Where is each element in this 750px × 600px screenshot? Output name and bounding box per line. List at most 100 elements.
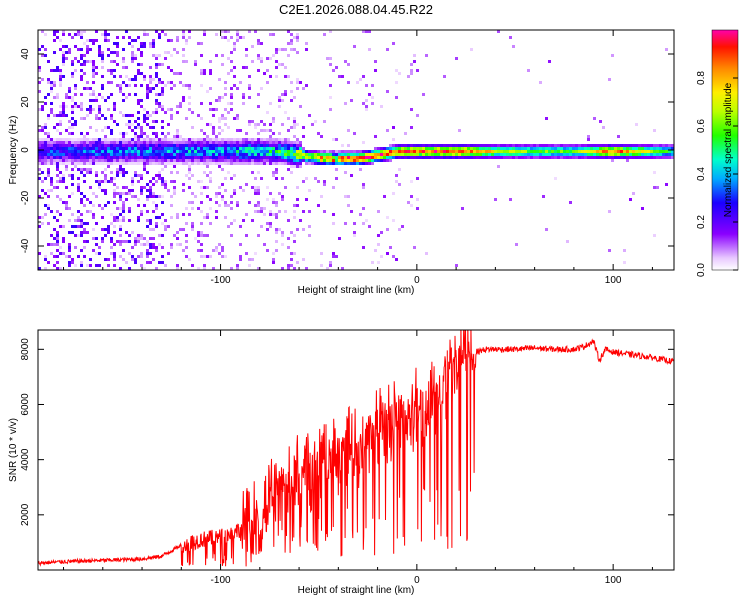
heatmap-cell bbox=[107, 144, 110, 147]
heatmap-cell bbox=[500, 153, 503, 156]
heatmap-cell bbox=[71, 132, 74, 135]
heatmap-cell bbox=[53, 159, 56, 162]
heatmap-cell bbox=[122, 210, 125, 213]
heatmap-cell bbox=[89, 138, 92, 141]
heatmap-cell bbox=[104, 39, 107, 42]
heatmap-cell bbox=[62, 237, 65, 240]
heatmap-cell bbox=[47, 171, 50, 174]
heatmap-cell bbox=[515, 150, 518, 153]
heatmap-cell bbox=[353, 159, 356, 162]
heatmap-cell bbox=[611, 147, 614, 150]
heatmap-cell bbox=[140, 138, 143, 141]
heatmap-cell bbox=[290, 90, 293, 93]
heatmap-cell bbox=[131, 231, 134, 234]
heatmap-cell bbox=[176, 162, 179, 165]
heatmap-cell bbox=[113, 105, 116, 108]
heatmap-cell bbox=[122, 240, 125, 243]
heatmap-cell bbox=[101, 240, 104, 243]
heatmap-cell bbox=[164, 57, 167, 60]
heatmap-cell bbox=[50, 156, 53, 159]
heatmap-cell bbox=[254, 141, 257, 144]
heatmap-cell bbox=[392, 219, 395, 222]
heatmap-cell bbox=[62, 147, 65, 150]
heatmap-cell bbox=[188, 108, 191, 111]
heatmap-cell bbox=[113, 258, 116, 261]
heatmap-cell bbox=[161, 246, 164, 249]
heatmap-cell bbox=[119, 198, 122, 201]
heatmap-cell bbox=[59, 111, 62, 114]
heatmap-cell bbox=[101, 57, 104, 60]
heatmap-cell bbox=[257, 54, 260, 57]
heatmap-cell bbox=[137, 63, 140, 66]
heatmap-cell bbox=[137, 162, 140, 165]
heatmap-cell bbox=[242, 138, 245, 141]
heatmap-cell bbox=[107, 54, 110, 57]
heatmap-cell bbox=[266, 57, 269, 60]
heatmap-cell bbox=[602, 144, 605, 147]
heatmap-cell bbox=[47, 153, 50, 156]
heatmap-cell bbox=[134, 75, 137, 78]
heatmap-cell bbox=[116, 36, 119, 39]
heatmap-cell bbox=[110, 138, 113, 141]
heatmap-cell bbox=[596, 153, 599, 156]
heatmap-cell bbox=[239, 81, 242, 84]
heatmap-cell bbox=[155, 144, 158, 147]
heatmap-cell bbox=[551, 147, 554, 150]
heatmap-cell bbox=[80, 141, 83, 144]
heatmap-cell bbox=[275, 141, 278, 144]
heatmap-cell bbox=[50, 159, 53, 162]
heatmap-cell bbox=[71, 174, 74, 177]
heatmap-cell bbox=[242, 102, 245, 105]
heatmap-cell bbox=[134, 258, 137, 261]
heatmap-cell bbox=[47, 159, 50, 162]
heatmap-cell bbox=[290, 81, 293, 84]
heatmap-cell bbox=[146, 114, 149, 117]
heatmap-cell bbox=[248, 156, 251, 159]
heatmap-cell bbox=[515, 147, 518, 150]
heatmap-cell bbox=[44, 150, 47, 153]
heatmap-cell bbox=[101, 228, 104, 231]
heatmap-cell bbox=[299, 81, 302, 84]
heatmap-cell bbox=[59, 141, 62, 144]
heatmap-cell bbox=[77, 216, 80, 219]
heatmap-cell bbox=[479, 156, 482, 159]
heatmap-cell bbox=[323, 183, 326, 186]
heatmap-cell bbox=[344, 171, 347, 174]
heatmap-cell bbox=[140, 252, 143, 255]
heatmap-cell bbox=[200, 156, 203, 159]
heatmap-cell bbox=[104, 177, 107, 180]
heatmap-cell bbox=[47, 204, 50, 207]
heatmap-cell bbox=[158, 153, 161, 156]
heatmap-cell bbox=[158, 33, 161, 36]
heatmap-cell bbox=[137, 141, 140, 144]
heatmap-cell bbox=[662, 156, 665, 159]
heatmap-cell bbox=[218, 120, 221, 123]
heatmap-cell bbox=[74, 162, 77, 165]
heatmap-cell bbox=[206, 135, 209, 138]
heatmap-cell bbox=[293, 156, 296, 159]
heatmap-cell bbox=[410, 180, 413, 183]
heatmap-cell bbox=[575, 153, 578, 156]
heatmap-cell bbox=[353, 153, 356, 156]
heatmap-cell bbox=[212, 147, 215, 150]
heatmap-cell bbox=[74, 84, 77, 87]
heatmap-cell bbox=[476, 153, 479, 156]
heatmap-cell bbox=[446, 144, 449, 147]
heatmap-cell bbox=[80, 57, 83, 60]
heatmap-cell bbox=[335, 177, 338, 180]
heatmap-cell bbox=[218, 156, 221, 159]
heatmap-cell bbox=[131, 159, 134, 162]
heatmap-cell bbox=[194, 237, 197, 240]
heatmap-cell bbox=[38, 69, 41, 72]
heatmap-cell bbox=[218, 204, 221, 207]
heatmap-cell bbox=[587, 138, 590, 141]
heatmap-cell bbox=[62, 33, 65, 36]
heatmap-cell bbox=[212, 108, 215, 111]
heatmap-cell bbox=[266, 147, 269, 150]
heatmap-cell bbox=[107, 264, 110, 267]
heatmap-cell bbox=[521, 150, 524, 153]
heatmap-cell bbox=[125, 171, 128, 174]
heatmap-cell bbox=[221, 159, 224, 162]
heatmap-cell bbox=[203, 132, 206, 135]
heatmap-cell bbox=[56, 237, 59, 240]
